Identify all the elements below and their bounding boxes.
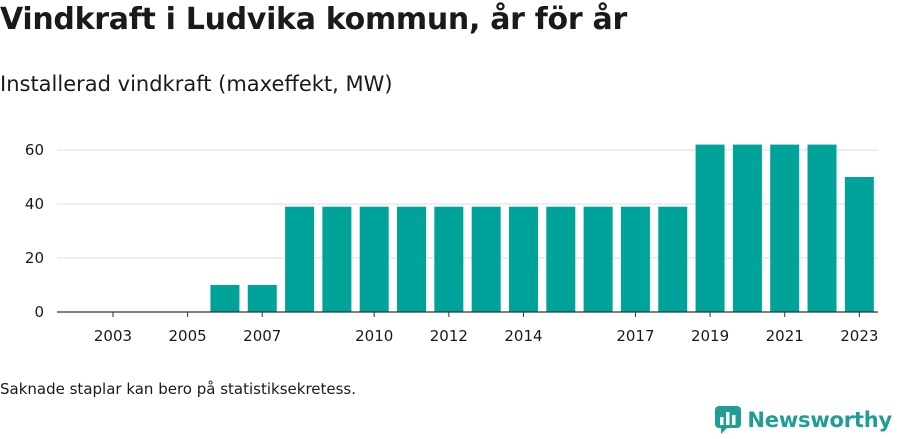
bar-chart: 0 20 40 60 2003 2005 2007 2010 2012 2014 2017 2019… [25, 141, 879, 345]
x-tick-label-2019: 2019 [691, 327, 729, 345]
x-tick-label-2003: 2003 [94, 327, 132, 345]
bar-2019 [695, 144, 725, 312]
x-tick-label-2014: 2014 [504, 327, 542, 345]
x-axis-labels: 2003 2005 2007 2010 2012 2014 2017 2019 2021 2023 [94, 327, 879, 345]
y-tick-label-0: 0 [34, 303, 44, 321]
bar-2016 [583, 206, 613, 312]
bar-2020 [732, 144, 762, 312]
footnote: Saknade staplar kan bero på statistiksek… [0, 380, 357, 398]
newsworthy-bar-logo-icon [715, 406, 742, 434]
x-tick-label-2017: 2017 [616, 327, 654, 345]
x-tick-label-2012: 2012 [430, 327, 468, 345]
bar-2009 [322, 206, 352, 312]
bar-2014 [508, 206, 538, 312]
y-tick-label-20: 20 [25, 249, 44, 267]
bar-2006 [210, 285, 240, 312]
bar-2017 [620, 206, 650, 312]
brand-name: Newsworthy [747, 408, 892, 432]
bar-2023 [844, 177, 874, 312]
brand-logo: Newsworthy [715, 406, 892, 434]
bars [210, 144, 874, 312]
bar-2022 [807, 144, 837, 312]
y-tick-label-40: 40 [25, 195, 44, 213]
bar-2021 [770, 144, 800, 312]
bar-2010 [359, 206, 389, 312]
bar-2013 [471, 206, 501, 312]
bar-2007 [247, 285, 277, 312]
bar-2015 [546, 206, 576, 312]
x-tick-label-2007: 2007 [243, 327, 281, 345]
x-tick-label-2023: 2023 [840, 327, 878, 345]
chart-title: Vindkraft i Ludvika kommun, år för år [0, 2, 627, 37]
bar-2018 [658, 206, 688, 312]
bar-2008 [285, 206, 315, 312]
chart-subtitle: Installerad vindkraft (maxeffekt, MW) [0, 72, 393, 96]
y-axis-labels: 0 20 40 60 [25, 141, 44, 321]
bar-2012 [434, 206, 464, 312]
x-axis-ticks [112, 312, 860, 317]
x-tick-label-2021: 2021 [766, 327, 804, 345]
bar-2011 [397, 206, 427, 312]
x-tick-label-2005: 2005 [169, 327, 207, 345]
y-tick-label-60: 60 [25, 141, 44, 159]
x-tick-label-2010: 2010 [355, 327, 393, 345]
